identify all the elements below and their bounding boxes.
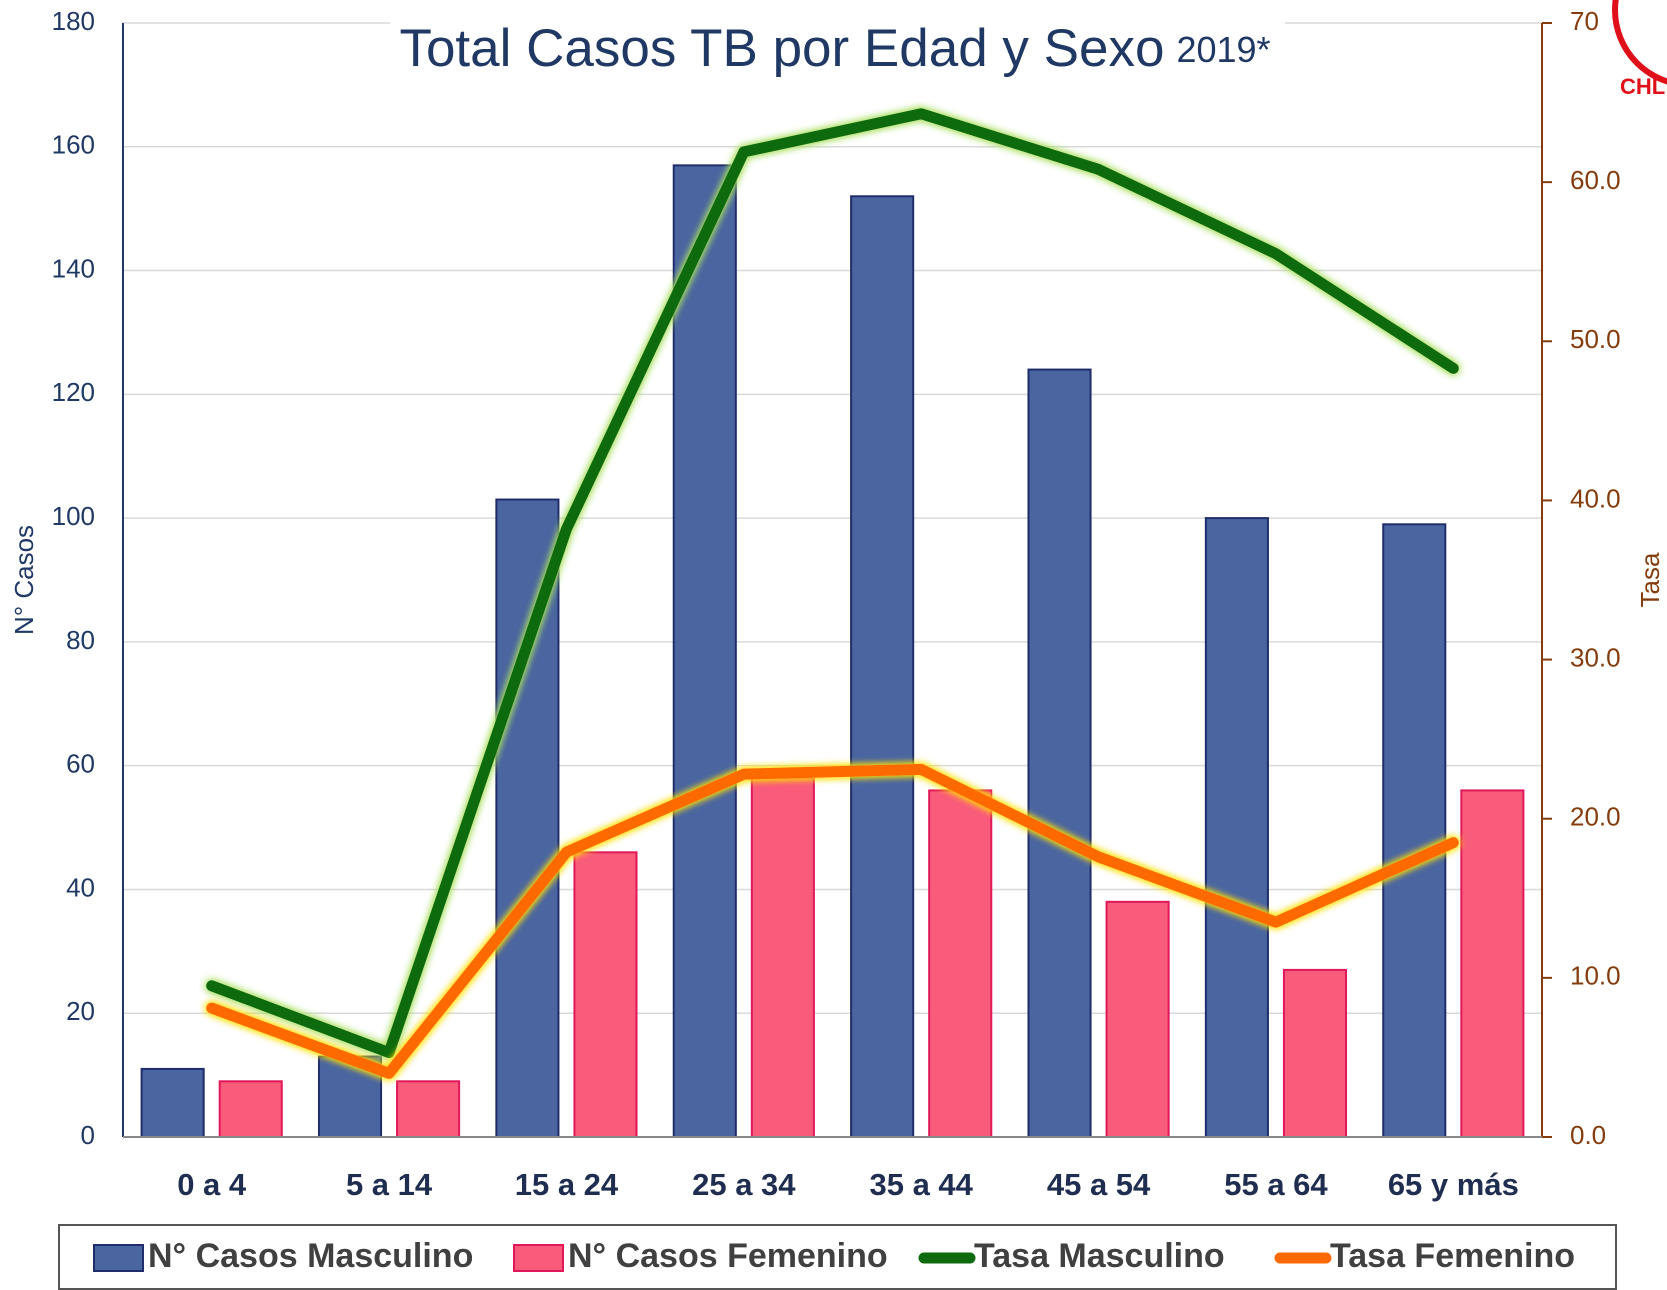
bar	[928, 789, 993, 1139]
y2-tick-label: 20.0	[1570, 802, 1621, 832]
bar	[1282, 968, 1348, 1139]
y2-tick-label: 30.0	[1570, 642, 1621, 672]
y2-tick-label: 40.0	[1570, 483, 1621, 513]
bar	[495, 498, 560, 1138]
y2-tick-label: 10.0	[1570, 961, 1621, 991]
y-tick-label: 40	[66, 872, 95, 902]
bar	[1382, 523, 1447, 1138]
y2-tick-label: 0.0	[1570, 1120, 1606, 1150]
bar	[140, 1067, 205, 1139]
bar	[750, 777, 815, 1138]
x-tick-label: 0 a 4	[177, 1167, 247, 1202]
y2-tick-label: 60.0	[1570, 165, 1621, 195]
bar	[1027, 368, 1092, 1139]
legend-label: Tasa Femenino	[1330, 1237, 1575, 1275]
marks	[140, 108, 1525, 1139]
grid	[123, 22, 1542, 1138]
bar	[672, 164, 737, 1139]
y-tick-label: 160	[52, 130, 95, 160]
bar	[396, 1080, 461, 1139]
legend-swatch	[93, 1244, 144, 1272]
logo-text: CHL	[1620, 74, 1665, 99]
y-tick-label: 80	[66, 625, 95, 655]
bar	[1204, 517, 1269, 1138]
x-tick-label: 45 a 54	[1047, 1167, 1151, 1202]
y2-tick-label: 70	[1570, 6, 1599, 36]
y2-axis-label: Tasa	[1635, 552, 1665, 607]
legend: N° Casos Masculino N° Casos Femenino Tasa …	[93, 1237, 1575, 1275]
bar	[850, 195, 915, 1139]
legend-label: N° Casos Femenino	[568, 1237, 888, 1275]
legend-swatch	[513, 1244, 564, 1272]
title-bg	[390, 20, 1285, 90]
bar	[1105, 900, 1170, 1138]
bar	[573, 851, 638, 1138]
x-tick-label: 35 a 44	[869, 1167, 973, 1202]
line	[206, 108, 1459, 1059]
y-tick-label: 0	[81, 1120, 95, 1150]
legend-label: Tasa Masculino	[974, 1237, 1225, 1275]
bar	[1460, 789, 1525, 1139]
line	[206, 763, 1459, 1079]
x-tick-label: 15 a 24	[515, 1167, 619, 1202]
logo-ring	[1612, 0, 1667, 85]
y-tick-label: 140	[52, 253, 95, 283]
title-main: Total Casos TB por Edad y Sexo	[399, 19, 1164, 78]
bar	[218, 1080, 283, 1139]
x-tick-label: 5 a 14	[346, 1167, 433, 1202]
x-tick-label: 55 a 64	[1224, 1167, 1328, 1202]
legend-label: N° Casos Masculino	[148, 1237, 473, 1275]
x-tick-label: 65 y más	[1388, 1167, 1519, 1202]
y-tick-label: 180	[52, 6, 95, 36]
x-tick-label: 25 a 34	[692, 1167, 796, 1202]
title-suffix: 2019*	[1176, 29, 1270, 70]
legend-box	[58, 1224, 1617, 1290]
y2-tick-label: 50.0	[1570, 324, 1621, 354]
y-axis-label: N° Casos	[9, 525, 39, 635]
y-tick-label: 100	[52, 501, 95, 531]
y-tick-label: 120	[52, 377, 95, 407]
chart-title: Total Casos TB por Edad y Sexo 2019*	[399, 19, 1270, 78]
y-tick-label: 20	[66, 996, 95, 1026]
labels: 0 20 40 60 80 100 120 140 160 180 0.0 10.0 20.0 30.0 4…	[52, 6, 1621, 1202]
y-tick-label: 60	[66, 749, 95, 779]
